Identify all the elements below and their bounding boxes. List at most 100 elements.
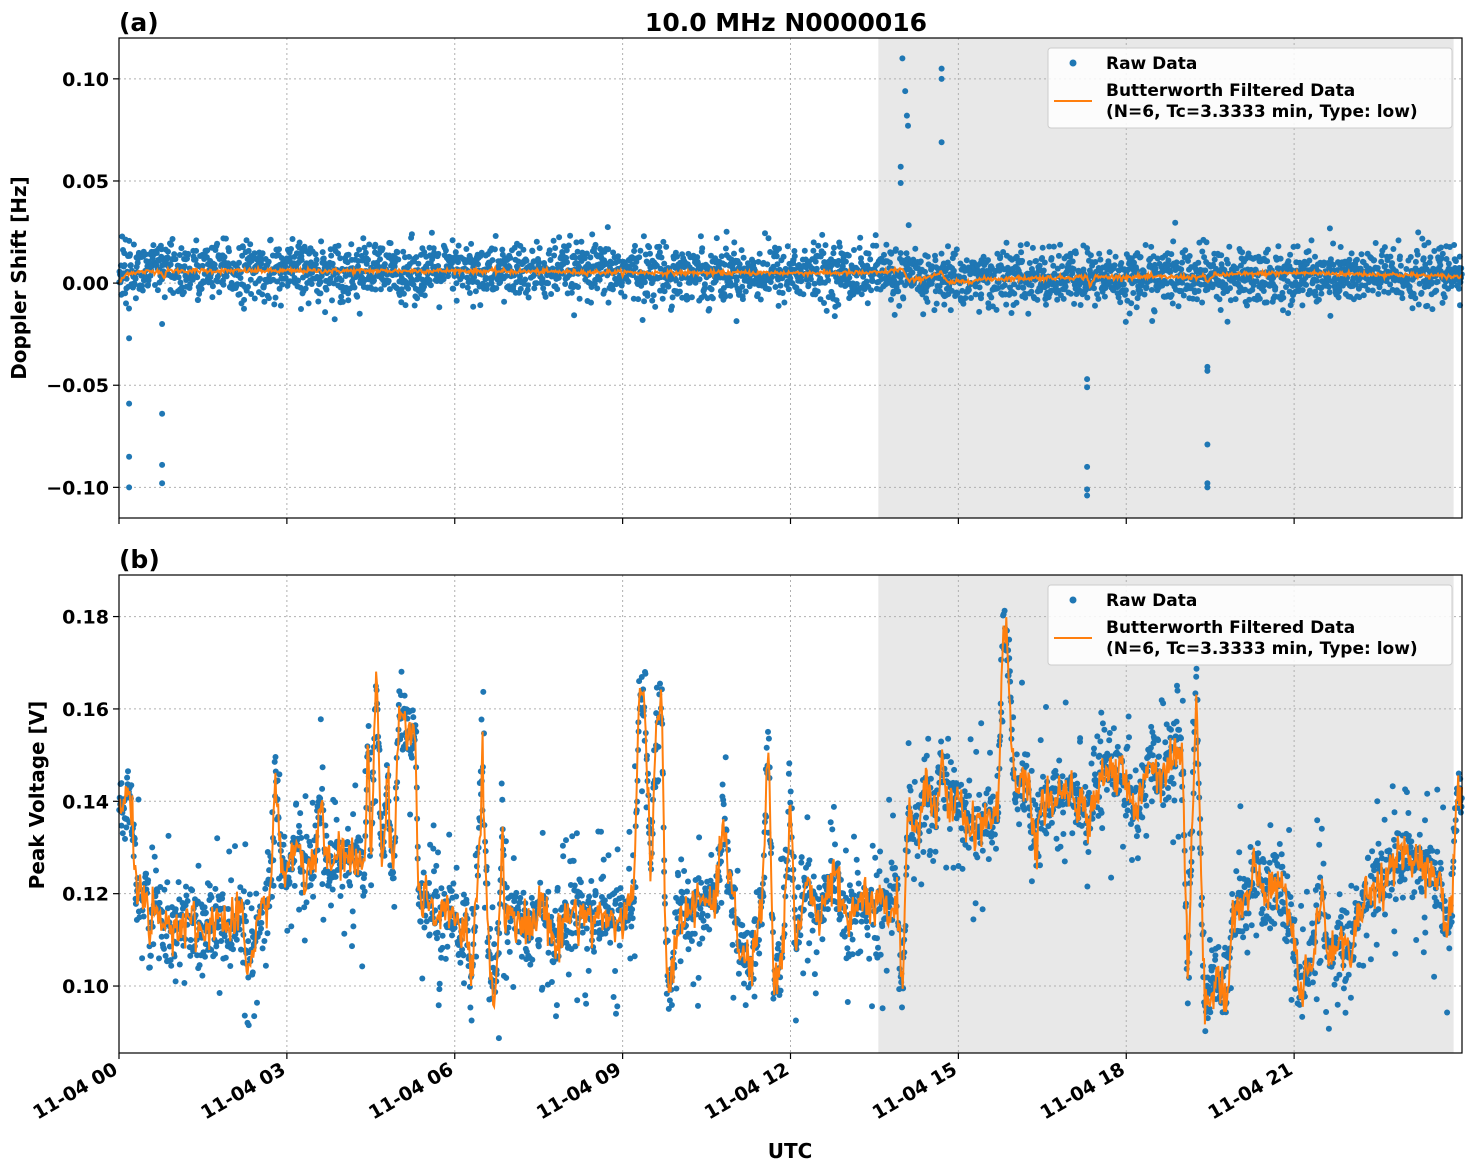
raw-point [1071,300,1078,307]
raw-point [421,249,428,256]
raw-point [195,297,201,303]
raw-point [452,249,459,256]
raw-point [398,668,405,675]
raw-point [968,295,974,301]
raw-point [798,854,805,861]
raw-point [449,932,455,939]
y-tick-label: −0.05 [46,375,109,397]
raw-point [1017,242,1024,249]
raw-point [985,257,991,264]
raw-point [372,286,379,293]
raw-point [584,945,591,952]
raw-point [209,283,216,290]
raw-point [585,967,592,974]
raw-point [464,284,471,291]
raw-outlier [1204,367,1211,374]
raw-point [589,231,596,238]
raw-point [565,242,572,249]
raw-point [356,246,363,253]
raw-point [830,250,837,257]
raw-point [1412,295,1419,302]
raw-point [245,938,252,945]
raw-point [310,893,317,900]
raw-point [965,287,972,293]
raw-point [307,882,314,889]
raw-point [202,909,209,916]
raw-point [214,835,221,842]
raw-point [1312,253,1318,260]
raw-point [320,916,327,923]
raw-point [1420,255,1427,262]
raw-point [180,289,187,296]
raw-point [315,298,322,305]
raw-point [349,943,355,950]
raw-point [751,993,758,1000]
raw-point [775,941,782,947]
raw-point [805,281,812,288]
raw-point [430,822,437,829]
raw-point [675,872,682,879]
raw-point [147,952,154,959]
raw-point [540,285,547,292]
raw-point [450,880,457,887]
raw-point [131,281,138,288]
raw-point [635,296,642,303]
raw-point [1360,292,1367,299]
raw-point [1149,318,1156,324]
raw-outlier [126,335,133,342]
raw-point [632,242,638,249]
raw-point [1318,290,1325,297]
raw-point [720,801,727,808]
raw-point [253,890,260,897]
raw-outlier [902,88,909,95]
raw-point [596,276,603,283]
raw-point [535,259,542,266]
raw-point [663,243,670,250]
raw-point [1244,302,1250,309]
raw-point [545,949,552,956]
raw-point [772,284,779,290]
raw-point [1382,262,1389,269]
raw-point [251,295,258,302]
raw-point [202,953,208,960]
raw-point [769,274,776,280]
raw-point [773,253,780,260]
raw-point [1122,318,1129,325]
raw-point [126,305,132,312]
panel-a: −0.10−0.050.000.050.10 (a) 10.0 MHz N000… [7,8,1465,524]
raw-point [241,296,248,303]
raw-point [729,941,736,948]
raw-outlier [938,75,945,82]
raw-outlier [159,321,166,327]
raw-point [660,238,667,245]
raw-point [348,241,355,248]
raw-point [410,714,417,721]
raw-point [385,278,392,284]
raw-point [199,972,206,979]
raw-point [337,255,344,262]
raw-point [328,252,335,259]
raw-point [132,295,139,302]
raw-point [201,279,208,286]
raw-point [178,245,185,252]
raw-point [1263,299,1270,306]
raw-point [525,294,532,301]
raw-point [317,716,324,723]
raw-point [699,245,706,252]
raw-point [765,735,772,742]
raw-point [221,254,228,260]
raw-point [730,994,737,1001]
raw-point [1011,290,1018,297]
raw-point [1218,252,1225,259]
raw-point [639,788,645,795]
raw-point [594,285,601,292]
raw-point [1232,296,1239,303]
raw-point [733,318,740,325]
raw-point [1409,305,1416,312]
raw-point [573,830,580,837]
raw-point [453,864,460,871]
raw-point [1452,258,1459,265]
raw-point [228,877,235,884]
raw-point [897,250,904,257]
raw-point [722,754,729,761]
